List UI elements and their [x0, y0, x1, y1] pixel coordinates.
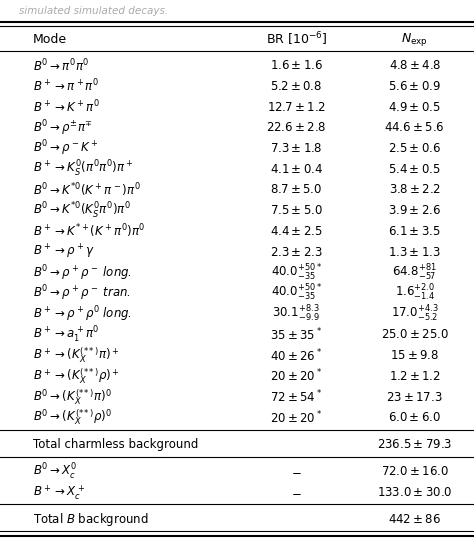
Text: $44.6 \pm 5.6$: $44.6 \pm 5.6$: [384, 121, 445, 134]
Text: $72.0 \pm 16.0$: $72.0 \pm 16.0$: [381, 465, 449, 478]
Text: $20 \pm 20^*$: $20 \pm 20^*$: [270, 409, 322, 426]
Text: $1.6^{+2.0}_{-1.4}$: $1.6^{+2.0}_{-1.4}$: [394, 284, 435, 303]
Text: $64.8^{+81}_{-57}$: $64.8^{+81}_{-57}$: [392, 263, 437, 283]
Text: $B^+ \to (K_X^{(**)}{\pi})^+$: $B^+ \to (K_X^{(**)}{\pi})^+$: [33, 346, 119, 365]
Text: $B^0 \to \rho^+\rho^-$ long.: $B^0 \to \rho^+\rho^-$ long.: [33, 263, 132, 282]
Text: $12.7 \pm 1.2$: $12.7 \pm 1.2$: [267, 101, 326, 114]
Text: $B^0 \to (K_X^{(**)}{\rho})^0$: $B^0 \to (K_X^{(**)}{\rho})^0$: [33, 408, 112, 428]
Text: $B^0 \to X_c^0$: $B^0 \to X_c^0$: [33, 462, 78, 482]
Text: $15 \pm 9.8$: $15 \pm 9.8$: [391, 349, 439, 362]
Text: $B^0 \to \rho^{\pm}\pi^{\mp}$: $B^0 \to \rho^{\pm}\pi^{\mp}$: [33, 118, 93, 138]
Text: $1.3 \pm 1.3$: $1.3 \pm 1.3$: [388, 245, 441, 259]
Text: $40.0^{+50*}_{-35}$: $40.0^{+50*}_{-35}$: [271, 284, 322, 303]
Text: $B^+ \to \rho^+\gamma$: $B^+ \to \rho^+\gamma$: [33, 243, 95, 261]
Text: $6.1 \pm 3.5$: $6.1 \pm 3.5$: [388, 225, 441, 238]
Text: $4.9 \pm 0.5$: $4.9 \pm 0.5$: [388, 101, 441, 114]
Text: $442 \pm 86$: $442 \pm 86$: [388, 513, 441, 526]
Text: $35 \pm 35^*$: $35 \pm 35^*$: [270, 327, 322, 343]
Text: $B^0 \to K^{*0}(K^0_S\pi^0)\pi^0$: $B^0 \to K^{*0}(K^0_S\pi^0)\pi^0$: [33, 201, 131, 221]
Text: BR $[10^{-6}]$: BR $[10^{-6}]$: [265, 31, 327, 48]
Text: $-$: $-$: [291, 465, 301, 478]
Text: $5.6 \pm 0.9$: $5.6 \pm 0.9$: [388, 80, 441, 93]
Text: Total charmless background: Total charmless background: [33, 438, 199, 451]
Text: $2.5 \pm 0.6$: $2.5 \pm 0.6$: [388, 142, 441, 155]
Text: $40 \pm 26^*$: $40 \pm 26^*$: [270, 347, 322, 364]
Text: $3.8 \pm 2.2$: $3.8 \pm 2.2$: [389, 183, 441, 196]
Text: $2.3 \pm 2.3$: $2.3 \pm 2.3$: [270, 245, 323, 259]
Text: $B^0 \to \rho^- K^+$: $B^0 \to \rho^- K^+$: [33, 139, 99, 158]
Text: $B^0 \to K^{*0}(K^+\pi^-)\pi^0$: $B^0 \to K^{*0}(K^+\pi^-)\pi^0$: [33, 181, 141, 199]
Text: $6.0 \pm 6.0$: $6.0 \pm 6.0$: [388, 411, 441, 424]
Text: $8.7 \pm 5.0$: $8.7 \pm 5.0$: [270, 183, 322, 196]
Text: $B^+ \to \rho^+\rho^0$ long.: $B^+ \to \rho^+\rho^0$ long.: [33, 305, 132, 324]
Text: Mode: Mode: [33, 33, 67, 46]
Text: $B^0 \to \rho^+\rho^-$ tran.: $B^0 \to \rho^+\rho^-$ tran.: [33, 284, 131, 303]
Text: $N_{\mathrm{exp}}$: $N_{\mathrm{exp}}$: [401, 31, 428, 48]
Text: $1.2 \pm 1.2$: $1.2 \pm 1.2$: [389, 370, 440, 383]
Text: $22.6 \pm 2.8$: $22.6 \pm 2.8$: [266, 121, 326, 134]
Text: $25.0 \pm 25.0$: $25.0 \pm 25.0$: [381, 328, 449, 342]
Text: $4.8 \pm 4.8$: $4.8 \pm 4.8$: [389, 59, 441, 72]
Text: Total $B$ background: Total $B$ background: [33, 511, 149, 528]
Text: $B^+ \to X_c^+$: $B^+ \to X_c^+$: [33, 483, 85, 501]
Text: $5.4 \pm 0.5$: $5.4 \pm 0.5$: [388, 162, 441, 176]
Text: $-$: $-$: [291, 486, 301, 499]
Text: $20 \pm 20^*$: $20 \pm 20^*$: [270, 368, 322, 385]
Text: $23 \pm 17.3$: $23 \pm 17.3$: [386, 391, 443, 404]
Text: $40.0^{+50*}_{-35}$: $40.0^{+50*}_{-35}$: [271, 263, 322, 283]
Text: $72 \pm 54^*$: $72 \pm 54^*$: [270, 388, 322, 405]
Text: $4.1 \pm 0.4$: $4.1 \pm 0.4$: [270, 162, 323, 176]
Text: $B^+ \to (K_X^{(**)}{\rho})^+$: $B^+ \to (K_X^{(**)}{\rho})^+$: [33, 366, 120, 386]
Text: $7.3 \pm 1.8$: $7.3 \pm 1.8$: [270, 142, 322, 155]
Text: $1.6 \pm 1.6$: $1.6 \pm 1.6$: [270, 59, 323, 72]
Text: $B^+ \to a_1^+\pi^0$: $B^+ \to a_1^+\pi^0$: [33, 325, 100, 345]
Text: $17.0^{+4.3}_{-5.2}$: $17.0^{+4.3}_{-5.2}$: [391, 304, 438, 324]
Text: $B^+ \to K^{*+}(K^+\pi^0)\pi^0$: $B^+ \to K^{*+}(K^+\pi^0)\pi^0$: [33, 223, 146, 240]
Text: $B^+ \to K^+\pi^0$: $B^+ \to K^+\pi^0$: [33, 98, 100, 115]
Text: $B^0 \to \pi^0\pi^0$: $B^0 \to \pi^0\pi^0$: [33, 57, 90, 74]
Text: $B^+ \to \pi^+\pi^0$: $B^+ \to \pi^+\pi^0$: [33, 78, 100, 95]
Text: $3.9 \pm 2.6$: $3.9 \pm 2.6$: [388, 204, 441, 217]
Text: $B^0 \to (K_X^{(**)}{\pi})^0$: $B^0 \to (K_X^{(**)}{\pi})^0$: [33, 387, 112, 407]
Text: $B^+ \to K^0_S(\pi^0\pi^0)\pi^+$: $B^+ \to K^0_S(\pi^0\pi^0)\pi^+$: [33, 159, 134, 179]
Text: $4.4 \pm 2.5$: $4.4 \pm 2.5$: [270, 225, 323, 238]
Text: simulated simulated decays.: simulated simulated decays.: [19, 6, 168, 17]
Text: $236.5 \pm 79.3$: $236.5 \pm 79.3$: [377, 438, 452, 451]
Text: $7.5 \pm 5.0$: $7.5 \pm 5.0$: [270, 204, 323, 217]
Text: $5.2 \pm 0.8$: $5.2 \pm 0.8$: [270, 80, 322, 93]
Text: $133.0 \pm 30.0$: $133.0 \pm 30.0$: [377, 486, 453, 499]
Text: $30.1^{+8.3}_{-9.9}$: $30.1^{+8.3}_{-9.9}$: [273, 304, 320, 324]
